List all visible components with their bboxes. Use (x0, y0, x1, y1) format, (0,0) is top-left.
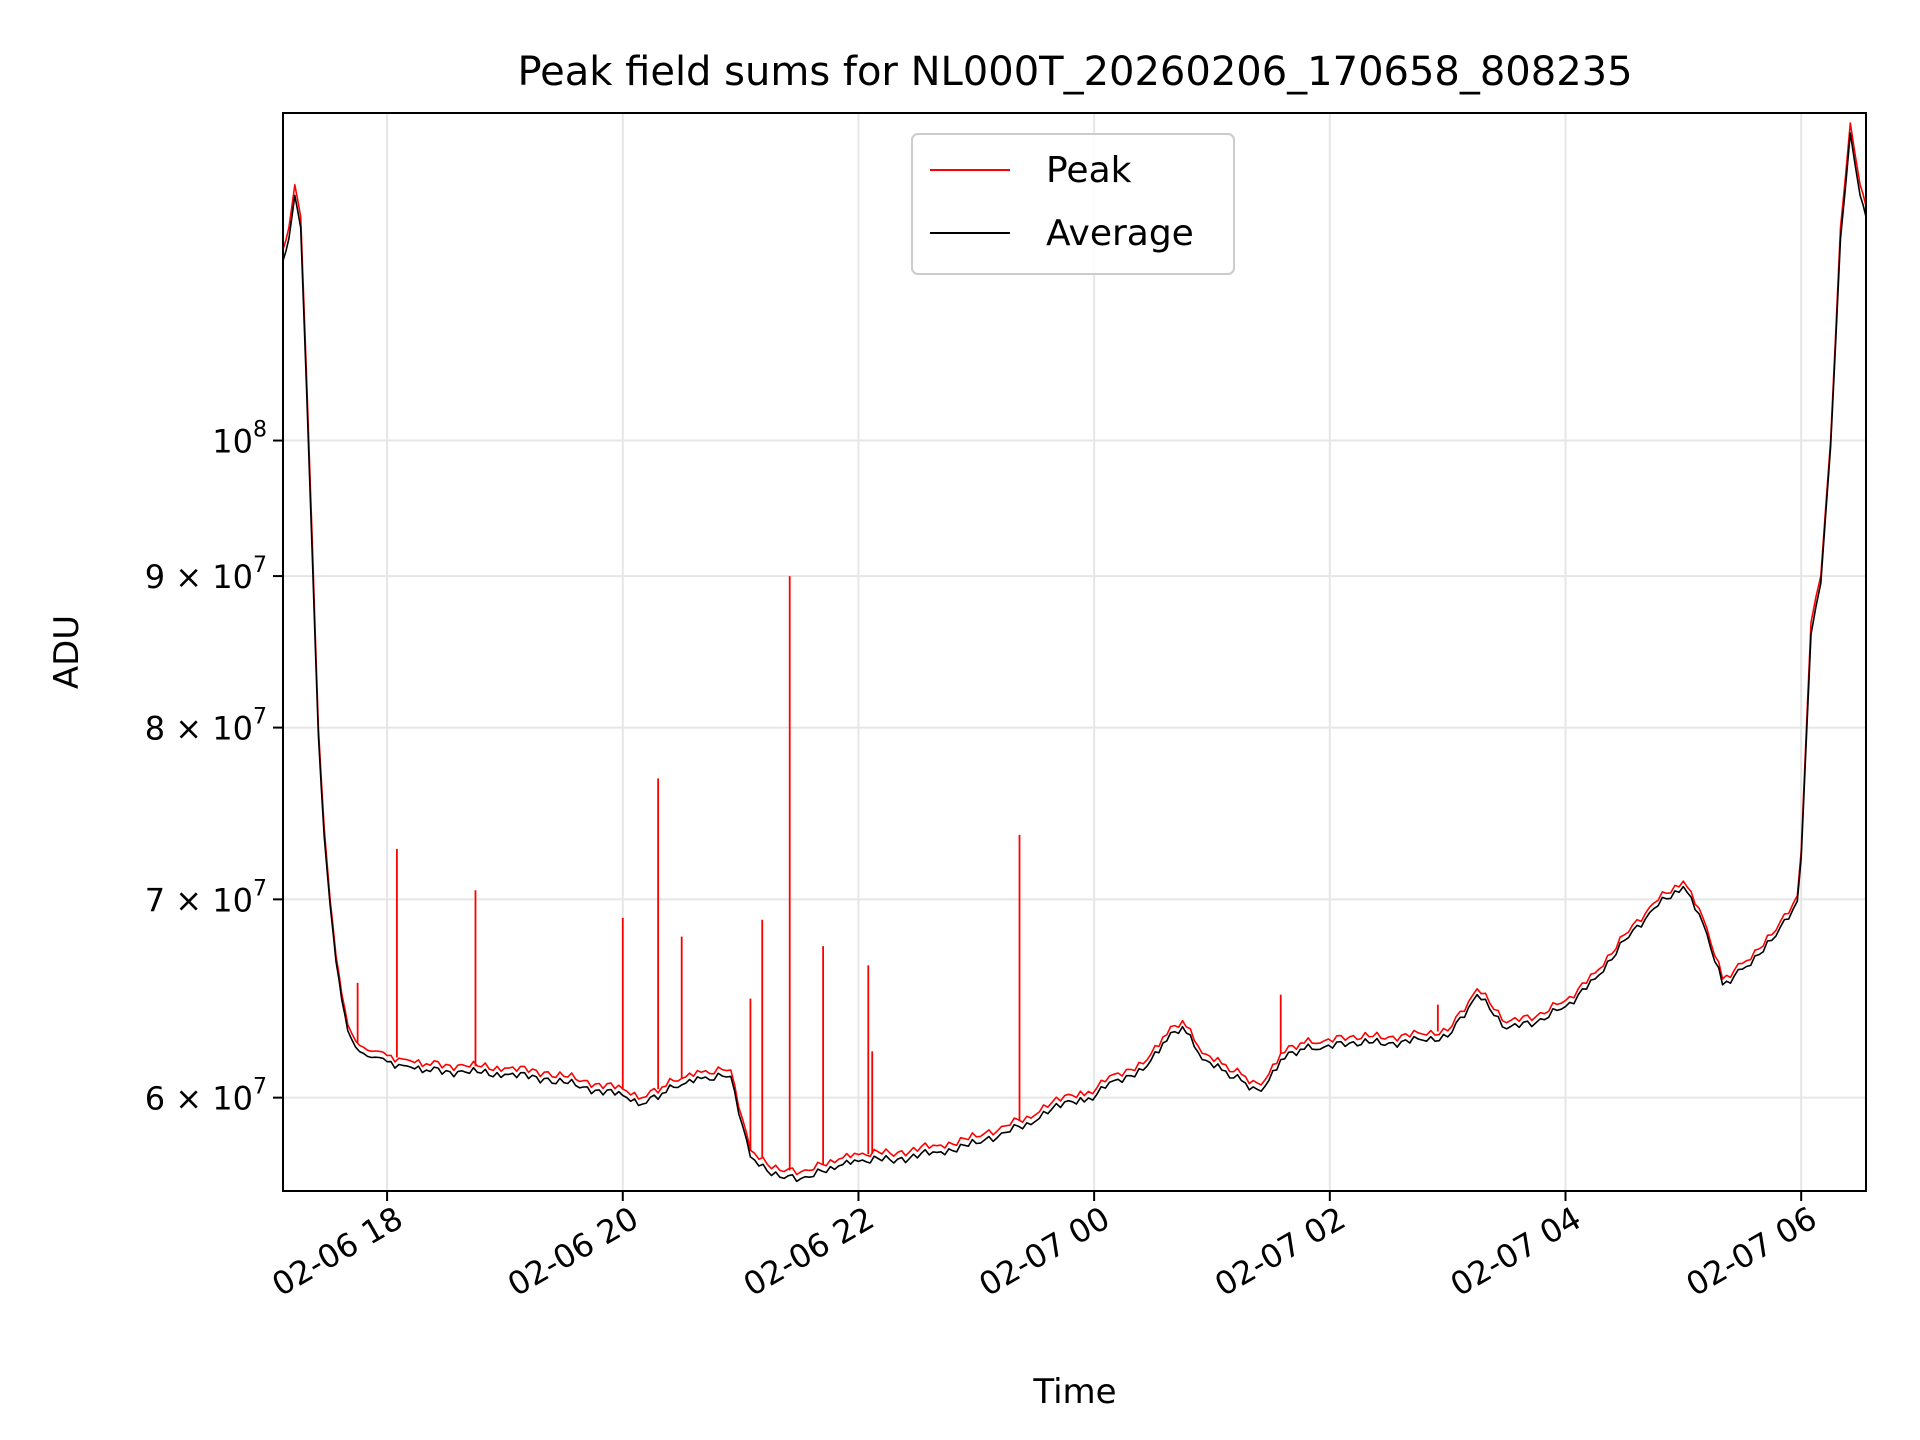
y-axis-label: ADU (47, 615, 87, 689)
y-axis: 6 × 107 7 × 107 8 × 107 9 × 107 108 (145, 418, 283, 1118)
series-line-peak (282, 122, 1867, 1176)
chart-title: Peak field sums for NL000T_20260206_1706… (517, 49, 1632, 95)
x-axis-label: Time (1032, 1372, 1116, 1412)
grid (283, 113, 1866, 1191)
legend-peak-label: Peak (1046, 150, 1132, 191)
y-tick-label: 6 × 107 (145, 1075, 267, 1118)
y-tick-label: 8 × 107 (145, 705, 267, 748)
y-tick-label: 9 × 107 (145, 553, 267, 596)
y-tick-label: 7 × 107 (145, 876, 267, 919)
series-line-average (282, 132, 1867, 1183)
plot-area (282, 122, 1867, 1183)
y-tick-label: 108 (212, 418, 267, 461)
plot-frame (282, 112, 1867, 1192)
legend-average-label: Average (1046, 213, 1194, 254)
legend: Peak Average (911, 133, 1235, 275)
